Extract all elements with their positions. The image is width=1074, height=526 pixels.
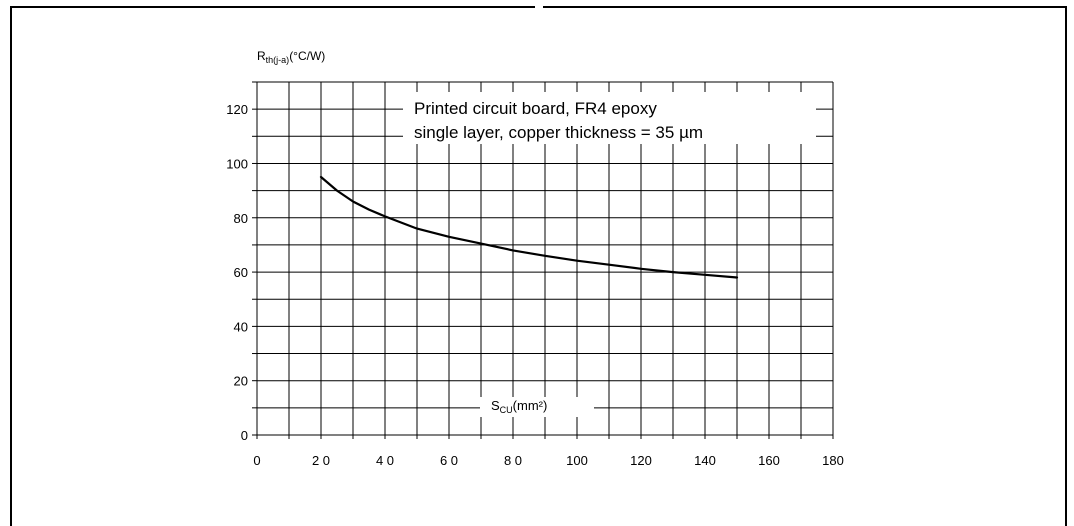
y-tick-label: 20 (234, 374, 248, 389)
x-tick-label: 140 (694, 453, 716, 468)
y-tick-label: 60 (234, 265, 248, 280)
x-axis-label-main: S (491, 398, 500, 413)
y-tick-label: 100 (226, 156, 248, 171)
x-tick-label: 0 (253, 453, 260, 468)
data-series (319, 175, 739, 279)
x-tick-label: 2 0 (312, 453, 330, 468)
annotation-line-2: single layer, copper thickness = 35 µm (414, 123, 703, 142)
y-tick-label: 40 (234, 319, 248, 334)
y-axis-label-unit: (°C/W) (289, 49, 325, 63)
x-axis-label-unit: (mm²) (513, 398, 548, 413)
x-axis-label-box (480, 397, 594, 417)
figure-frame (10, 0, 1067, 526)
x-tick-label: 8 0 (504, 453, 522, 468)
x-axis-label: SCU(mm²) (491, 398, 547, 415)
x-tick-label: 6 0 (440, 453, 458, 468)
x-tick-label: 120 (630, 453, 652, 468)
figure-title (12, 0, 1065, 12)
axes (252, 81, 834, 439)
x-axis-label-sub: CU (500, 405, 513, 415)
y-axis-label-sub: th(j-a) (266, 55, 290, 65)
y-axis-label-main: R (257, 49, 266, 63)
annotation-box (403, 92, 816, 144)
x-tick-label: 160 (758, 453, 780, 468)
y-tick-label: 80 (234, 211, 248, 226)
y-tick-label: 120 (226, 102, 248, 117)
series-line (319, 175, 739, 279)
x-tick-label: 100 (566, 453, 588, 468)
annotation-line-1: Printed circuit board, FR4 epoxy (414, 99, 657, 118)
y-axis-label: Rth(j-a)(°C/W) (257, 49, 325, 65)
x-tick-label: 180 (822, 453, 844, 468)
x-tick-label: 4 0 (376, 453, 394, 468)
y-tick-label: 0 (241, 428, 248, 443)
